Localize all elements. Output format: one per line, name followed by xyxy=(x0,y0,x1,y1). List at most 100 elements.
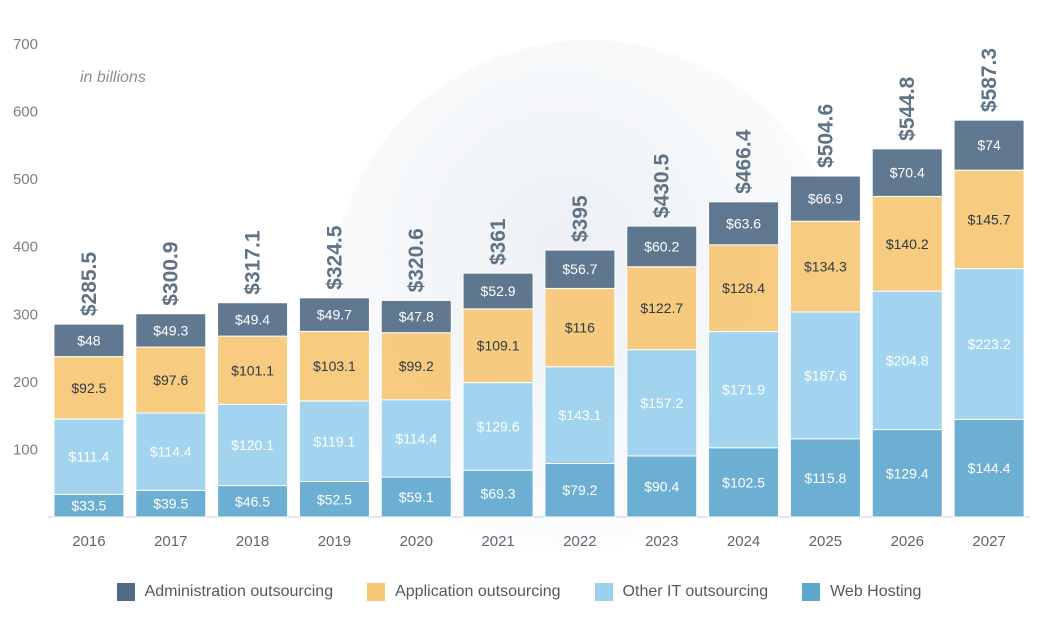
y-tick-label: 400 xyxy=(13,239,38,256)
bar-segment xyxy=(953,169,1025,270)
x-tick-label: 2021 xyxy=(481,533,514,550)
bar-segment xyxy=(871,195,943,292)
bar-segment xyxy=(298,481,370,518)
bar-segment xyxy=(544,462,616,518)
segment-value-label: $116 xyxy=(565,320,595,336)
bar-segment xyxy=(953,119,1025,171)
bar-segment xyxy=(708,244,780,333)
segment-value-label: $48 xyxy=(77,332,101,348)
bar-segment xyxy=(789,220,861,313)
bar-total-label: $466.4 xyxy=(733,129,756,194)
segment-value-label: $103.1 xyxy=(313,358,356,374)
bar-total-label: $320.6 xyxy=(405,228,428,292)
bar-segment xyxy=(789,438,861,518)
segment-value-label: $47.8 xyxy=(399,309,434,325)
bar-segment xyxy=(462,469,534,518)
bar-segment xyxy=(380,299,452,334)
bar-segment xyxy=(626,225,698,268)
segment-value-label: $128.4 xyxy=(722,280,765,296)
bar-segment xyxy=(544,249,616,289)
bar-segment xyxy=(53,356,125,420)
bar-total-label: $324.5 xyxy=(323,225,346,290)
segment-value-label: $79.2 xyxy=(562,482,597,498)
segment-value-label: $56.7 xyxy=(562,261,597,277)
bar-segment xyxy=(53,323,125,358)
bar-segment xyxy=(626,455,698,518)
segment-value-label: $49.7 xyxy=(317,307,352,323)
legend-label-other-it: Other IT outsourcing xyxy=(622,583,769,600)
bar-segment xyxy=(871,148,943,197)
legend-swatch-web-hosting xyxy=(802,583,821,601)
legend-item-web-hosting: Web Hosting xyxy=(802,578,921,606)
segment-value-label: $119.1 xyxy=(314,433,356,449)
bar-segment xyxy=(626,266,698,351)
segment-value-label: $134.3 xyxy=(804,259,847,275)
segment-value-label: $66.9 xyxy=(808,191,843,207)
legend-item-administration: Administration outsourcing xyxy=(116,578,334,606)
bar-segment xyxy=(135,346,207,414)
segment-value-label: $157.2 xyxy=(640,395,683,411)
bar-total-label: $300.9 xyxy=(160,242,183,306)
segment-value-label: $97.6 xyxy=(153,372,188,388)
bar-total-label: $430.5 xyxy=(651,154,674,219)
bar-segment xyxy=(298,400,370,483)
bar-total-label: $361 xyxy=(487,218,510,265)
bar-segment xyxy=(217,485,289,518)
bar-segment xyxy=(53,418,125,495)
bar-segment xyxy=(871,290,943,431)
legend-label-administration: Administration outsourcing xyxy=(144,583,334,600)
y-tick-label: 600 xyxy=(13,104,38,121)
legend-label-web-hosting: Web Hosting xyxy=(830,583,922,600)
segment-value-label: $70.4 xyxy=(890,165,925,181)
segment-value-label: $33.5 xyxy=(71,498,106,514)
bar-segment xyxy=(135,313,207,348)
segment-value-label: $114.4 xyxy=(150,444,192,460)
segment-value-label: $144.4 xyxy=(968,460,1011,476)
segment-value-label: $102.5 xyxy=(722,474,765,490)
segment-value-label: $101.1 xyxy=(231,362,274,378)
legend-swatch-application xyxy=(367,583,386,601)
x-tick-label: 2023 xyxy=(645,533,678,550)
legend: Administration outsourcing Application o… xyxy=(0,578,1038,606)
x-tick-label: 2018 xyxy=(236,533,269,550)
bar-segment xyxy=(462,308,534,384)
segment-value-label: $204.8 xyxy=(886,352,929,368)
x-tick-label: 2016 xyxy=(72,533,105,550)
x-tick-label: 2024 xyxy=(727,533,760,550)
x-tick-label: 2017 xyxy=(154,533,187,550)
segment-value-label: $92.5 xyxy=(71,380,106,396)
segment-value-label: $114.4 xyxy=(395,430,437,446)
stacked-bar-chart: 100 200 300 400 500 600 700 in billions $33.5 $11… xyxy=(13,36,1030,550)
segment-value-label: $140.2 xyxy=(886,236,929,252)
segment-value-label: $223.2 xyxy=(968,336,1011,352)
bar-segment xyxy=(462,382,534,471)
bar-segment xyxy=(298,330,370,402)
segment-value-label: $69.3 xyxy=(481,486,516,502)
bar-total-label: $285.5 xyxy=(78,252,101,317)
bar-segment xyxy=(789,311,861,440)
legend-label-application: Application outsourcing xyxy=(395,583,561,600)
segment-value-label: $109.1 xyxy=(477,338,520,354)
y-tick-label: 700 xyxy=(13,36,38,53)
x-tick-label: 2022 xyxy=(563,533,596,550)
bar-segment xyxy=(217,403,289,487)
segment-value-label: $122.7 xyxy=(640,300,683,316)
segment-value-label: $74 xyxy=(977,137,1001,153)
bar-segment xyxy=(217,302,289,337)
x-tick-label: 2027 xyxy=(972,533,1005,550)
bar-segment xyxy=(217,335,289,405)
unit-note: in billions xyxy=(80,69,146,86)
bar-total-label: $544.8 xyxy=(896,76,919,141)
segment-value-label: $49.3 xyxy=(153,322,188,338)
bar-total-label: $587.3 xyxy=(978,48,1001,112)
segment-value-label: $111.4 xyxy=(69,449,110,465)
segment-value-label: $90.4 xyxy=(644,478,679,494)
y-tick-label: 500 xyxy=(13,171,38,188)
bar-segment xyxy=(380,476,452,518)
segment-value-label: $187.6 xyxy=(804,367,847,383)
legend-item-other-it: Other IT outsourcing xyxy=(594,578,769,606)
bar-segment xyxy=(462,272,534,310)
segment-value-label: $120.1 xyxy=(231,437,274,453)
legend-swatch-administration xyxy=(116,583,135,601)
